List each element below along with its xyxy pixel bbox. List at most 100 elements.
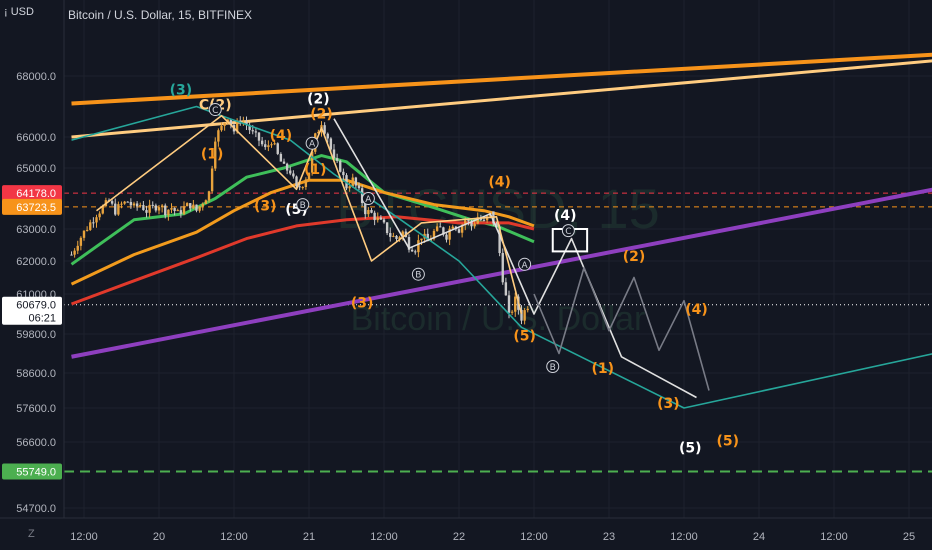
candle-body <box>467 220 470 222</box>
candle-body <box>332 149 336 159</box>
candle-body <box>101 206 104 214</box>
candle-body <box>498 226 501 254</box>
candle-body <box>304 179 308 188</box>
candle-body <box>257 132 261 141</box>
candle-body <box>189 203 192 209</box>
candle-body <box>310 151 314 173</box>
price-marker-bg <box>2 463 62 480</box>
wave-path <box>96 114 523 315</box>
candle-body <box>376 217 379 221</box>
price-tick-label: 59800.0 <box>16 329 56 341</box>
candle-body <box>351 177 354 187</box>
time-tick-label: 12:00 <box>70 531 98 543</box>
candle-body <box>401 231 404 238</box>
time-axis-bg <box>0 518 932 550</box>
candle-body <box>407 237 411 250</box>
circle-label: B <box>550 363 556 373</box>
candle-body <box>223 123 226 126</box>
candle-body <box>173 208 176 211</box>
candle-body <box>354 177 358 186</box>
candle-body <box>429 238 433 242</box>
candle-body <box>129 202 133 206</box>
channel-line <box>71 59 932 139</box>
candle-body <box>182 206 186 214</box>
price-tick-label: 54700.0 <box>16 503 56 515</box>
candle-body <box>135 203 139 207</box>
candle-body <box>323 125 326 134</box>
time-tick-label: 12:00 <box>670 531 698 543</box>
candle-body <box>373 212 376 221</box>
candle-body <box>260 140 264 145</box>
candle-body <box>317 131 320 134</box>
bar-countdown-label: 06:21 <box>28 313 56 325</box>
price-axis-bg <box>0 0 64 550</box>
candle-body <box>273 143 276 145</box>
candle-body <box>514 296 517 312</box>
candle-body <box>185 203 189 207</box>
circle-label: A <box>522 261 529 271</box>
candle-body <box>217 130 220 142</box>
wave-label: (2) <box>310 107 333 123</box>
candle-body <box>229 119 233 126</box>
candle-body <box>445 234 448 240</box>
wave-label: (3) <box>254 199 277 215</box>
circle-label: A <box>309 140 316 150</box>
candle-body <box>442 227 445 235</box>
candle-body <box>410 249 414 252</box>
candle-body <box>73 250 76 255</box>
wave-label: (3) <box>170 82 193 98</box>
time-tick-label: 23 <box>603 531 615 543</box>
candle-body <box>289 170 292 174</box>
candle-body <box>307 172 311 180</box>
wave-label: (4) <box>488 174 511 190</box>
candle-body <box>432 230 436 239</box>
candle-body <box>170 208 173 210</box>
price-tick-label: 66000.0 <box>16 132 56 144</box>
wave-label: (3) <box>351 295 374 311</box>
time-tick-label: 24 <box>753 531 765 543</box>
circle-label: B <box>415 271 421 281</box>
candle-body <box>451 226 454 229</box>
candle-body <box>270 144 273 146</box>
candle-body <box>201 204 204 207</box>
time-tick-label: 21 <box>303 531 315 543</box>
price-marker-label: 60679.0 <box>16 300 56 312</box>
channel-line <box>71 52 932 106</box>
candle-body <box>76 245 79 251</box>
candle-body <box>139 205 142 207</box>
candle-body <box>248 125 251 131</box>
wave-annotations: (3)C(2)(1)(2)(2)(4)(1)(3)(5)(3)(4)(4)(2)… <box>170 82 739 456</box>
wave-label: (5) <box>513 329 536 345</box>
candle-body <box>282 161 286 164</box>
candle-body <box>254 131 258 133</box>
candle-body <box>114 203 117 215</box>
price-tick-label: 56600.0 <box>16 437 56 449</box>
candle-body <box>92 222 95 224</box>
price-axis[interactable]: 68000.066000.065000.063000.062000.061000… <box>0 0 65 550</box>
candle-body <box>89 222 92 230</box>
sma-red-line <box>70 215 535 306</box>
price-marker-bg <box>2 198 62 215</box>
time-axis[interactable]: 12:00 20 12:00 21 12:00 22 12:00 23 12:00 24 12:00… <box>0 517 932 550</box>
zoom-mode-button[interactable]: Z <box>28 528 35 540</box>
circle-label: C <box>212 106 218 116</box>
wave-label: (4) <box>270 128 293 144</box>
time-tick-label: 12:00 <box>220 531 248 543</box>
candle-body <box>501 253 504 283</box>
candle-body <box>457 229 461 233</box>
candle-body <box>242 121 245 123</box>
candle-body <box>470 221 473 227</box>
candle-body <box>398 237 401 239</box>
candle-body <box>339 160 342 172</box>
candle-body <box>151 204 154 206</box>
candle-body <box>520 309 523 321</box>
candle-body <box>164 205 167 216</box>
candle-body <box>504 282 508 296</box>
candle-body <box>167 209 170 216</box>
candle-body <box>417 240 420 253</box>
candle-body <box>295 176 298 187</box>
candle-body <box>157 207 161 211</box>
